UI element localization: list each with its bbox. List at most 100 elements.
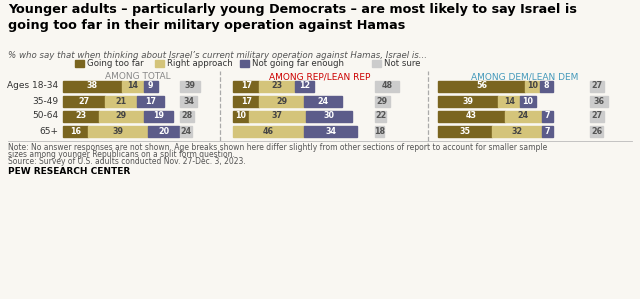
Bar — [306, 111, 353, 121]
Bar — [180, 80, 200, 91]
Text: Going too far: Going too far — [87, 59, 143, 68]
Text: AMONG TOTAL: AMONG TOTAL — [105, 72, 171, 81]
Text: 7: 7 — [545, 126, 550, 135]
Text: PEW RESEARCH CENTER: PEW RESEARCH CENTER — [8, 167, 131, 176]
Text: 29: 29 — [377, 97, 388, 106]
Bar — [505, 111, 542, 121]
Text: 24: 24 — [317, 97, 328, 106]
Bar — [233, 95, 259, 106]
Text: AMONG REP/LEAN REP: AMONG REP/LEAN REP — [269, 72, 371, 81]
Text: 56: 56 — [476, 82, 487, 91]
Text: 43: 43 — [466, 112, 477, 120]
Text: 46: 46 — [263, 126, 274, 135]
Bar — [148, 126, 179, 137]
Text: 35-49: 35-49 — [32, 97, 58, 106]
Bar — [63, 111, 99, 121]
Bar — [542, 111, 553, 121]
Text: 34: 34 — [325, 126, 336, 135]
Text: 23: 23 — [271, 82, 283, 91]
Text: 10: 10 — [236, 112, 246, 120]
Bar — [75, 60, 84, 67]
Text: 19: 19 — [153, 112, 164, 120]
Bar — [233, 126, 304, 137]
Text: 17: 17 — [241, 82, 252, 91]
Text: 39: 39 — [463, 97, 474, 106]
Bar — [105, 95, 138, 106]
Text: 29: 29 — [116, 112, 127, 120]
Text: Note: No answer responses are not shown. Age breaks shown here differ slightly f: Note: No answer responses are not shown.… — [8, 143, 547, 152]
Bar — [143, 80, 157, 91]
Bar — [233, 80, 259, 91]
Text: 27: 27 — [591, 82, 602, 91]
Bar — [525, 80, 540, 91]
Bar — [542, 126, 553, 137]
Bar — [590, 80, 604, 91]
Text: 50-64: 50-64 — [32, 112, 58, 120]
Bar — [88, 126, 148, 137]
Text: Not sure: Not sure — [384, 59, 420, 68]
Text: Right approach: Right approach — [167, 59, 233, 68]
Text: 39: 39 — [184, 82, 195, 91]
Text: 27: 27 — [78, 97, 90, 106]
Text: 24: 24 — [180, 126, 191, 135]
Text: 30: 30 — [324, 112, 335, 120]
Text: 12: 12 — [299, 82, 310, 91]
Bar — [499, 95, 520, 106]
Text: 9: 9 — [148, 82, 154, 91]
Bar — [375, 95, 390, 106]
Text: 22: 22 — [375, 112, 386, 120]
Text: 7: 7 — [545, 112, 550, 120]
Bar — [63, 80, 122, 91]
Text: AMONG DEM/LEAN DEM: AMONG DEM/LEAN DEM — [471, 72, 579, 81]
Bar — [63, 126, 88, 137]
Text: Not going far enough: Not going far enough — [252, 59, 344, 68]
Text: 65+: 65+ — [39, 126, 58, 135]
Text: 18: 18 — [374, 126, 385, 135]
Text: 17: 17 — [241, 97, 252, 106]
Text: 34: 34 — [183, 97, 194, 106]
Text: Ages 18-34: Ages 18-34 — [7, 82, 58, 91]
Text: sizes among younger Republicans on a split form question.: sizes among younger Republicans on a spl… — [8, 150, 235, 159]
Text: 37: 37 — [271, 112, 283, 120]
Text: 23: 23 — [76, 112, 86, 120]
Bar — [295, 80, 314, 91]
Text: 38: 38 — [87, 82, 98, 91]
Text: 32: 32 — [511, 126, 523, 135]
Text: 39: 39 — [113, 126, 124, 135]
Text: 17: 17 — [145, 97, 156, 106]
Text: 26: 26 — [591, 126, 602, 135]
Bar — [375, 126, 384, 137]
Bar — [304, 126, 357, 137]
Text: 14: 14 — [127, 82, 138, 91]
Bar — [304, 95, 342, 106]
Bar — [438, 80, 525, 91]
Bar — [590, 111, 604, 121]
Text: 10: 10 — [527, 82, 538, 91]
Bar — [63, 95, 105, 106]
Text: 29: 29 — [276, 97, 287, 106]
Bar — [122, 80, 143, 91]
Bar — [540, 80, 553, 91]
Bar — [520, 95, 536, 106]
Text: 48: 48 — [381, 82, 392, 91]
Bar — [259, 95, 304, 106]
Bar — [233, 111, 248, 121]
Bar — [138, 95, 164, 106]
Bar — [155, 60, 164, 67]
Text: 27: 27 — [591, 112, 602, 120]
Bar — [438, 111, 505, 121]
Text: 10: 10 — [522, 97, 533, 106]
Text: Source: Survey of U.S. adults conducted Nov. 27-Dec. 3, 2023.: Source: Survey of U.S. adults conducted … — [8, 157, 246, 166]
Text: 8: 8 — [544, 82, 549, 91]
Text: Younger adults – particularly young Democrats – are most likely to say Israel is: Younger adults – particularly young Demo… — [8, 3, 577, 32]
Bar — [259, 80, 295, 91]
Text: 21: 21 — [116, 97, 127, 106]
Bar — [180, 95, 197, 106]
Bar — [590, 126, 603, 137]
Bar — [240, 60, 249, 67]
Text: 14: 14 — [504, 97, 515, 106]
Text: 24: 24 — [518, 112, 529, 120]
Bar — [438, 126, 492, 137]
Text: 16: 16 — [70, 126, 81, 135]
Text: 28: 28 — [181, 112, 193, 120]
